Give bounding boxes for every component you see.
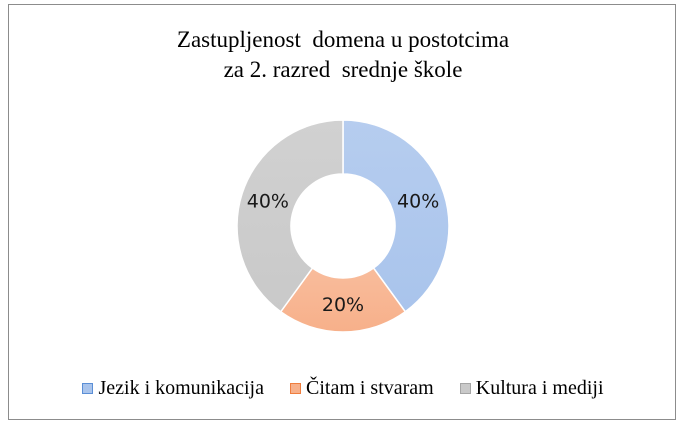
- data-label-kultura: 40%: [247, 191, 289, 213]
- data-label-jezik: 40%: [397, 191, 439, 213]
- data-label-citam: 20%: [322, 294, 364, 316]
- chart-title-line-1: Zastupljenost domena u postotcima: [176, 27, 510, 52]
- legend-label-kultura: Kultura i mediji: [475, 376, 604, 399]
- donut-slice-citam: [279, 267, 407, 333]
- chart-frame: Zastupljenost domena u postotcima za 2. …: [8, 4, 676, 420]
- legend-swatch-kultura: [459, 382, 471, 394]
- legend-label-jezik: Jezik i komunikacija: [98, 376, 264, 399]
- legend-swatch-jezik: [82, 382, 94, 394]
- chart-legend: Jezik i komunikacija Čitam i stvaram Kul…: [9, 373, 677, 403]
- chart-title-line-2: za 2. razred srednje škole: [223, 57, 463, 82]
- legend-item-citam: Čitam i stvaram: [289, 376, 434, 400]
- legend-item-jezik: Jezik i komunikacija: [82, 377, 264, 400]
- donut-slice-jezik: [342, 119, 450, 313]
- legend-label-citam: Čitam i stvaram: [305, 376, 434, 399]
- donut-slice-kultura: [236, 119, 344, 313]
- donut-chart: 40% 20% 40%: [236, 119, 450, 333]
- legend-swatch-citam: [289, 382, 301, 394]
- legend-item-kultura: Kultura i mediji: [459, 376, 604, 400]
